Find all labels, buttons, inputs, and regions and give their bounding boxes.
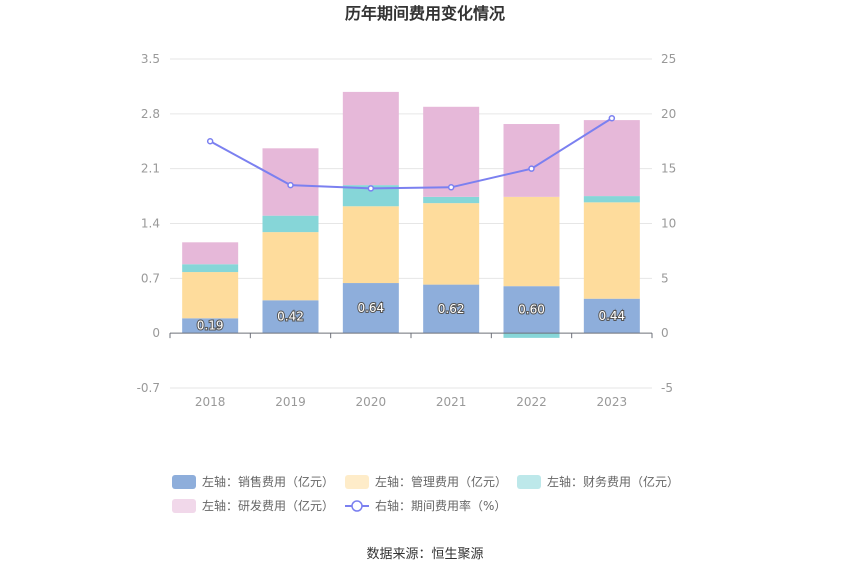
data-label: 0.60 bbox=[518, 303, 545, 317]
rate-point bbox=[287, 181, 294, 189]
right-axis: 25 20 15 10 5 0 -5 bbox=[661, 52, 676, 395]
bar bbox=[503, 286, 560, 334]
right-tick-label: 0 bbox=[661, 326, 669, 340]
x-tick-label: 2020 bbox=[356, 395, 387, 409]
rate-point bbox=[367, 185, 375, 192]
bar bbox=[583, 120, 640, 197]
left-tick-label: 2.8 bbox=[141, 107, 160, 121]
source-note: 数据来源：恒生聚源 bbox=[366, 547, 483, 562]
bar bbox=[262, 232, 319, 301]
bar bbox=[503, 124, 560, 197]
legend-item[interactable]: 左轴：销售费用（亿元） bbox=[172, 474, 334, 489]
chart-title: 历年期间费用变化情况 bbox=[345, 4, 505, 23]
bar bbox=[342, 185, 399, 207]
legend-item[interactable]: 右轴：期间费用率（%） bbox=[345, 498, 506, 513]
bar bbox=[182, 264, 239, 273]
right-tick-label: 20 bbox=[661, 107, 676, 121]
bar bbox=[423, 106, 480, 197]
data-label: 0.62 bbox=[438, 302, 465, 316]
left-tick-label: 0 bbox=[152, 326, 160, 340]
bar-series bbox=[182, 91, 640, 338]
x-tick-label: 2018 bbox=[195, 395, 226, 409]
bar bbox=[583, 202, 640, 299]
x-tick-label: 2022 bbox=[516, 395, 547, 409]
bar bbox=[182, 318, 239, 334]
right-tick-label: 25 bbox=[661, 52, 676, 66]
x-tick-label: 2021 bbox=[436, 395, 467, 409]
bar bbox=[262, 215, 319, 233]
legend-swatch bbox=[517, 475, 541, 489]
legend-label: 左轴：管理费用（亿元） bbox=[375, 474, 507, 489]
bar bbox=[503, 196, 560, 287]
legend-marker bbox=[351, 500, 363, 512]
legend-label: 左轴：研发费用（亿元） bbox=[202, 498, 334, 513]
bar bbox=[342, 283, 399, 334]
bar bbox=[342, 91, 399, 186]
right-tick-label: 5 bbox=[661, 271, 669, 285]
legend-label: 左轴：财务费用（亿元） bbox=[547, 474, 679, 489]
right-tick-label: 15 bbox=[661, 162, 676, 176]
right-tick-label: 10 bbox=[661, 217, 676, 231]
data-label: 0.64 bbox=[357, 301, 384, 315]
legend-item[interactable]: 左轴：管理费用（亿元） bbox=[345, 474, 507, 489]
bar bbox=[342, 206, 399, 284]
grid-lines bbox=[170, 58, 652, 389]
left-tick-label: 0.7 bbox=[141, 271, 160, 285]
data-label: 0.19 bbox=[197, 319, 224, 333]
legend[interactable]: 左轴：销售费用（亿元） 左轴：管理费用（亿元） 左轴：财务费用（亿元） 左轴：研发费用… bbox=[172, 474, 679, 513]
bar bbox=[262, 300, 319, 334]
right-tick-label: -5 bbox=[661, 381, 673, 395]
bar bbox=[503, 333, 560, 338]
rate-point bbox=[447, 184, 455, 191]
bar bbox=[182, 272, 239, 319]
rate-point bbox=[206, 138, 214, 145]
left-tick-label: 3.5 bbox=[141, 52, 160, 66]
legend-swatch bbox=[172, 475, 196, 489]
line-series bbox=[206, 114, 616, 192]
bar bbox=[182, 242, 239, 265]
rate-point bbox=[608, 114, 616, 122]
left-tick-label: 1.4 bbox=[141, 217, 160, 231]
x-axis: 2018 2019 2020 2021 2022 2023 bbox=[169, 332, 653, 409]
legend-item[interactable]: 左轴：财务费用（亿元） bbox=[517, 474, 679, 489]
data-labels: 0.19 0.42 0.64 0.62 0.60 0.44 bbox=[196, 300, 626, 334]
left-tick-label: 2.1 bbox=[141, 162, 160, 176]
bar bbox=[423, 284, 480, 334]
bar bbox=[423, 196, 480, 204]
data-label: 0.42 bbox=[277, 310, 304, 324]
left-axis: 3.5 2.8 2.1 1.4 0.7 0 -0.7 bbox=[137, 52, 160, 395]
data-label: 0.44 bbox=[598, 309, 625, 323]
legend-label: 右轴：期间费用率（%） bbox=[375, 498, 506, 513]
legend-swatch bbox=[345, 475, 369, 489]
x-tick-label: 2023 bbox=[597, 395, 628, 409]
left-tick-label: -0.7 bbox=[137, 381, 160, 395]
rate-point bbox=[528, 165, 535, 172]
legend-item[interactable]: 左轴：研发费用（亿元） bbox=[172, 498, 334, 513]
x-tick-label: 2019 bbox=[275, 395, 306, 409]
bar bbox=[423, 203, 480, 285]
legend-swatch bbox=[172, 499, 196, 513]
legend-label: 左轴：销售费用（亿元） bbox=[202, 474, 334, 489]
bar bbox=[583, 298, 640, 334]
bar bbox=[583, 196, 640, 203]
rate-line bbox=[209, 117, 613, 190]
